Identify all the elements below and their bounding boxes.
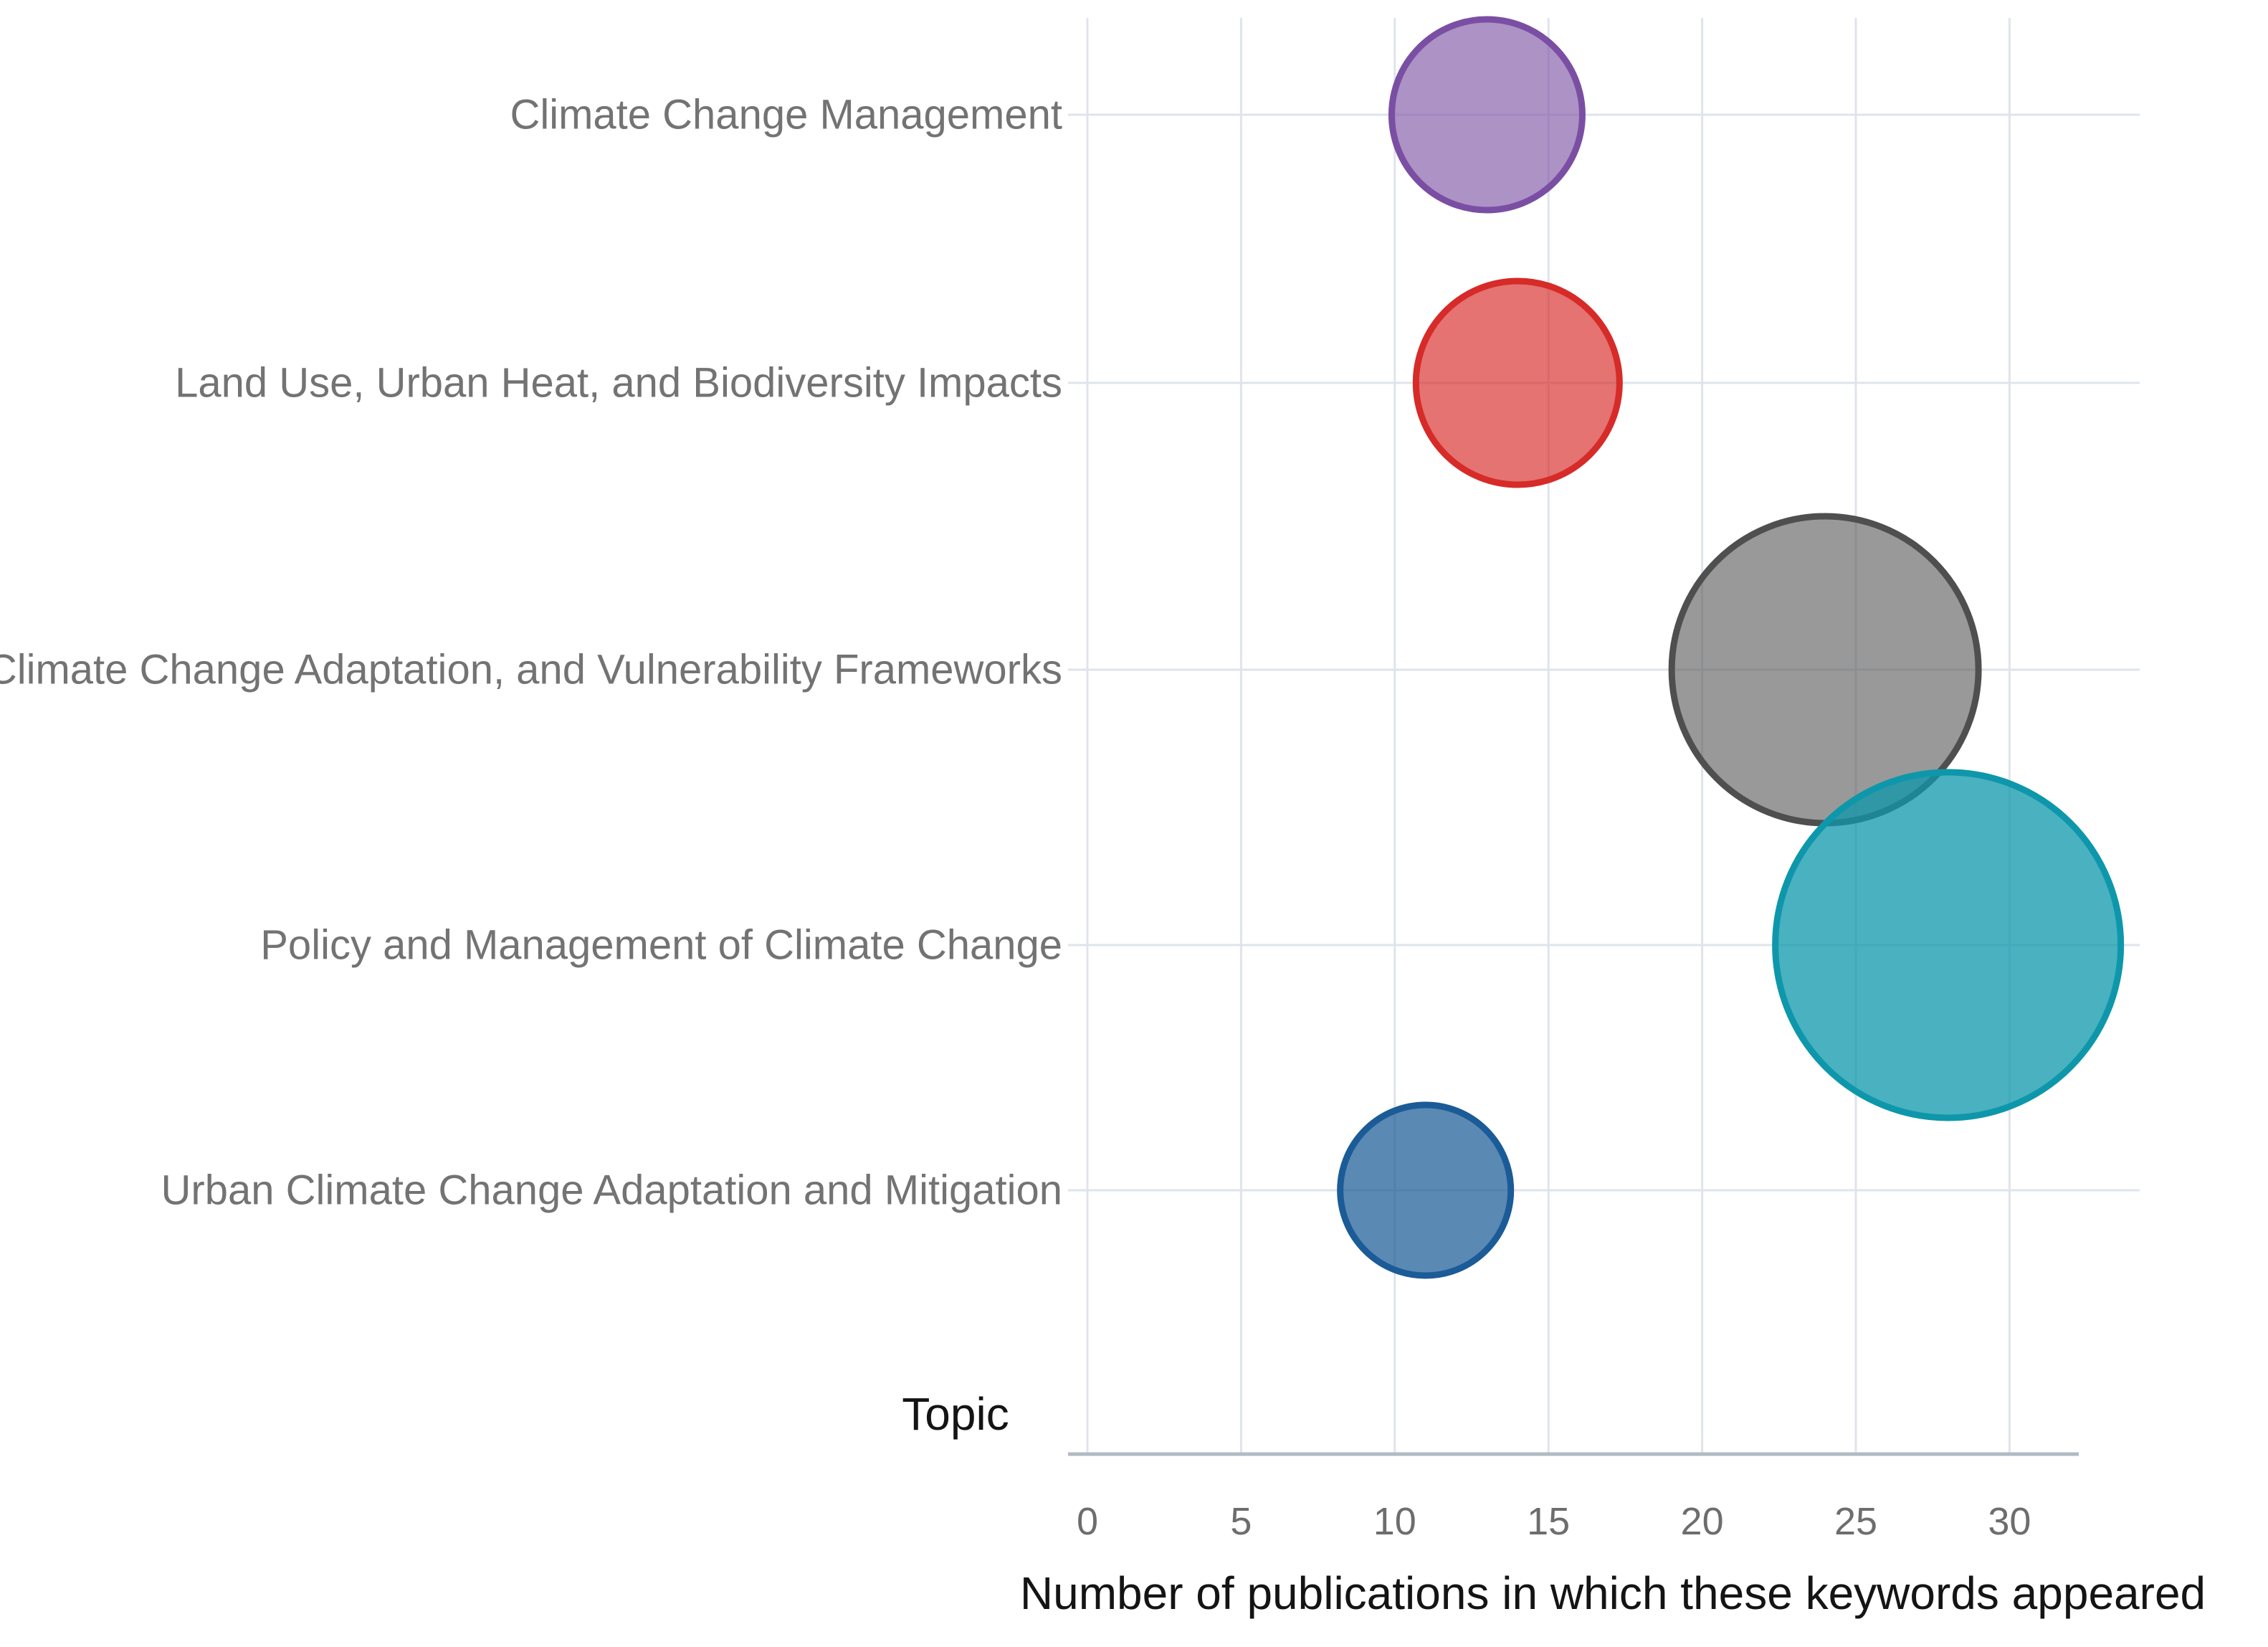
y-axis-title: Topic	[902, 1388, 1009, 1440]
x-axis-tick-label: 15	[1527, 1500, 1571, 1543]
x-axis-tick-label: 10	[1373, 1500, 1416, 1543]
x-axis-tick-label: 30	[1988, 1500, 2031, 1543]
y-axis-category-label: Climate Change Adaptation, and Vulnerabi…	[0, 646, 1062, 693]
y-axis-category-label: Urban Climate Change Adaptation and Miti…	[161, 1167, 1062, 1214]
x-axis-tick-label: 5	[1230, 1500, 1252, 1543]
x-axis-tick-label: 20	[1680, 1500, 1724, 1543]
bubble-climate-change-management	[1388, 16, 1586, 214]
x-axis-tick-label: 0	[1076, 1500, 1099, 1543]
x-axis-title: Number of publications in which these ke…	[1019, 1567, 2206, 1619]
y-axis-category-label: Land Use, Urban Heat, and Biodiversity I…	[175, 359, 1062, 407]
y-axis-category-label: Policy and Management of Climate Change	[260, 921, 1062, 969]
bubble-urban-climate-change-adaptation-and-mitigation	[1337, 1101, 1515, 1279]
y-axis-category-label: Climate Change Management	[510, 91, 1062, 138]
x-axis-tick-label: 25	[1834, 1500, 1878, 1543]
bubble-land-use-urban-heat-and-biodiversity-impacts	[1412, 277, 1623, 488]
bubble-policy-and-management-of-climate-change	[1772, 769, 2125, 1121]
